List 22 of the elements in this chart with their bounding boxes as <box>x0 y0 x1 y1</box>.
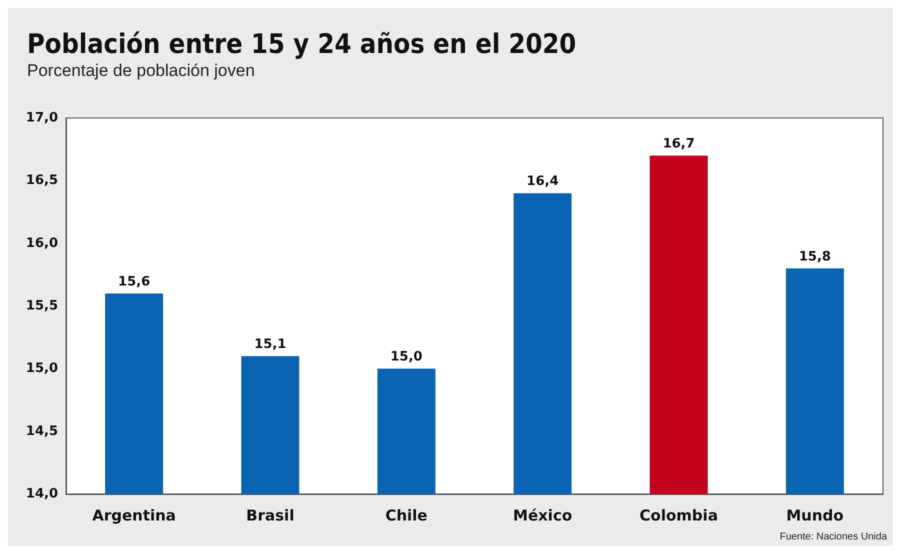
y-tick-label: 15,5 <box>26 298 58 314</box>
data-label: 15,1 <box>254 337 286 352</box>
y-tick-label: 15,0 <box>26 361 58 376</box>
x-tick-label: Argentina <box>92 506 176 524</box>
source-note: Fuente: Naciones Unida <box>780 532 888 542</box>
y-tick-label: 14,5 <box>26 424 58 439</box>
data-label: 15,6 <box>118 274 150 290</box>
x-tick-label: México <box>513 506 572 524</box>
y-tick-label: 16,5 <box>26 173 58 188</box>
data-label: 16,4 <box>526 174 559 190</box>
x-tick-label: Chile <box>385 506 428 524</box>
y-tick-label: 17,0 <box>26 110 58 126</box>
x-tick-label: Colombia <box>640 506 718 524</box>
data-label: 15,8 <box>798 249 831 264</box>
y-tick-label: 14,0 <box>26 486 58 502</box>
chart-subtitle: Porcentaje de población joven <box>27 61 255 80</box>
x-tick-label: Mundo <box>786 506 844 524</box>
y-tick-label: 16,0 <box>26 236 58 251</box>
data-label: 15,0 <box>390 350 422 365</box>
chart-title: Población entre 15 y 24 años en el 2020 <box>27 29 576 60</box>
data-label: 16,7 <box>662 136 695 152</box>
x-tick-label: Brasil <box>246 506 294 524</box>
